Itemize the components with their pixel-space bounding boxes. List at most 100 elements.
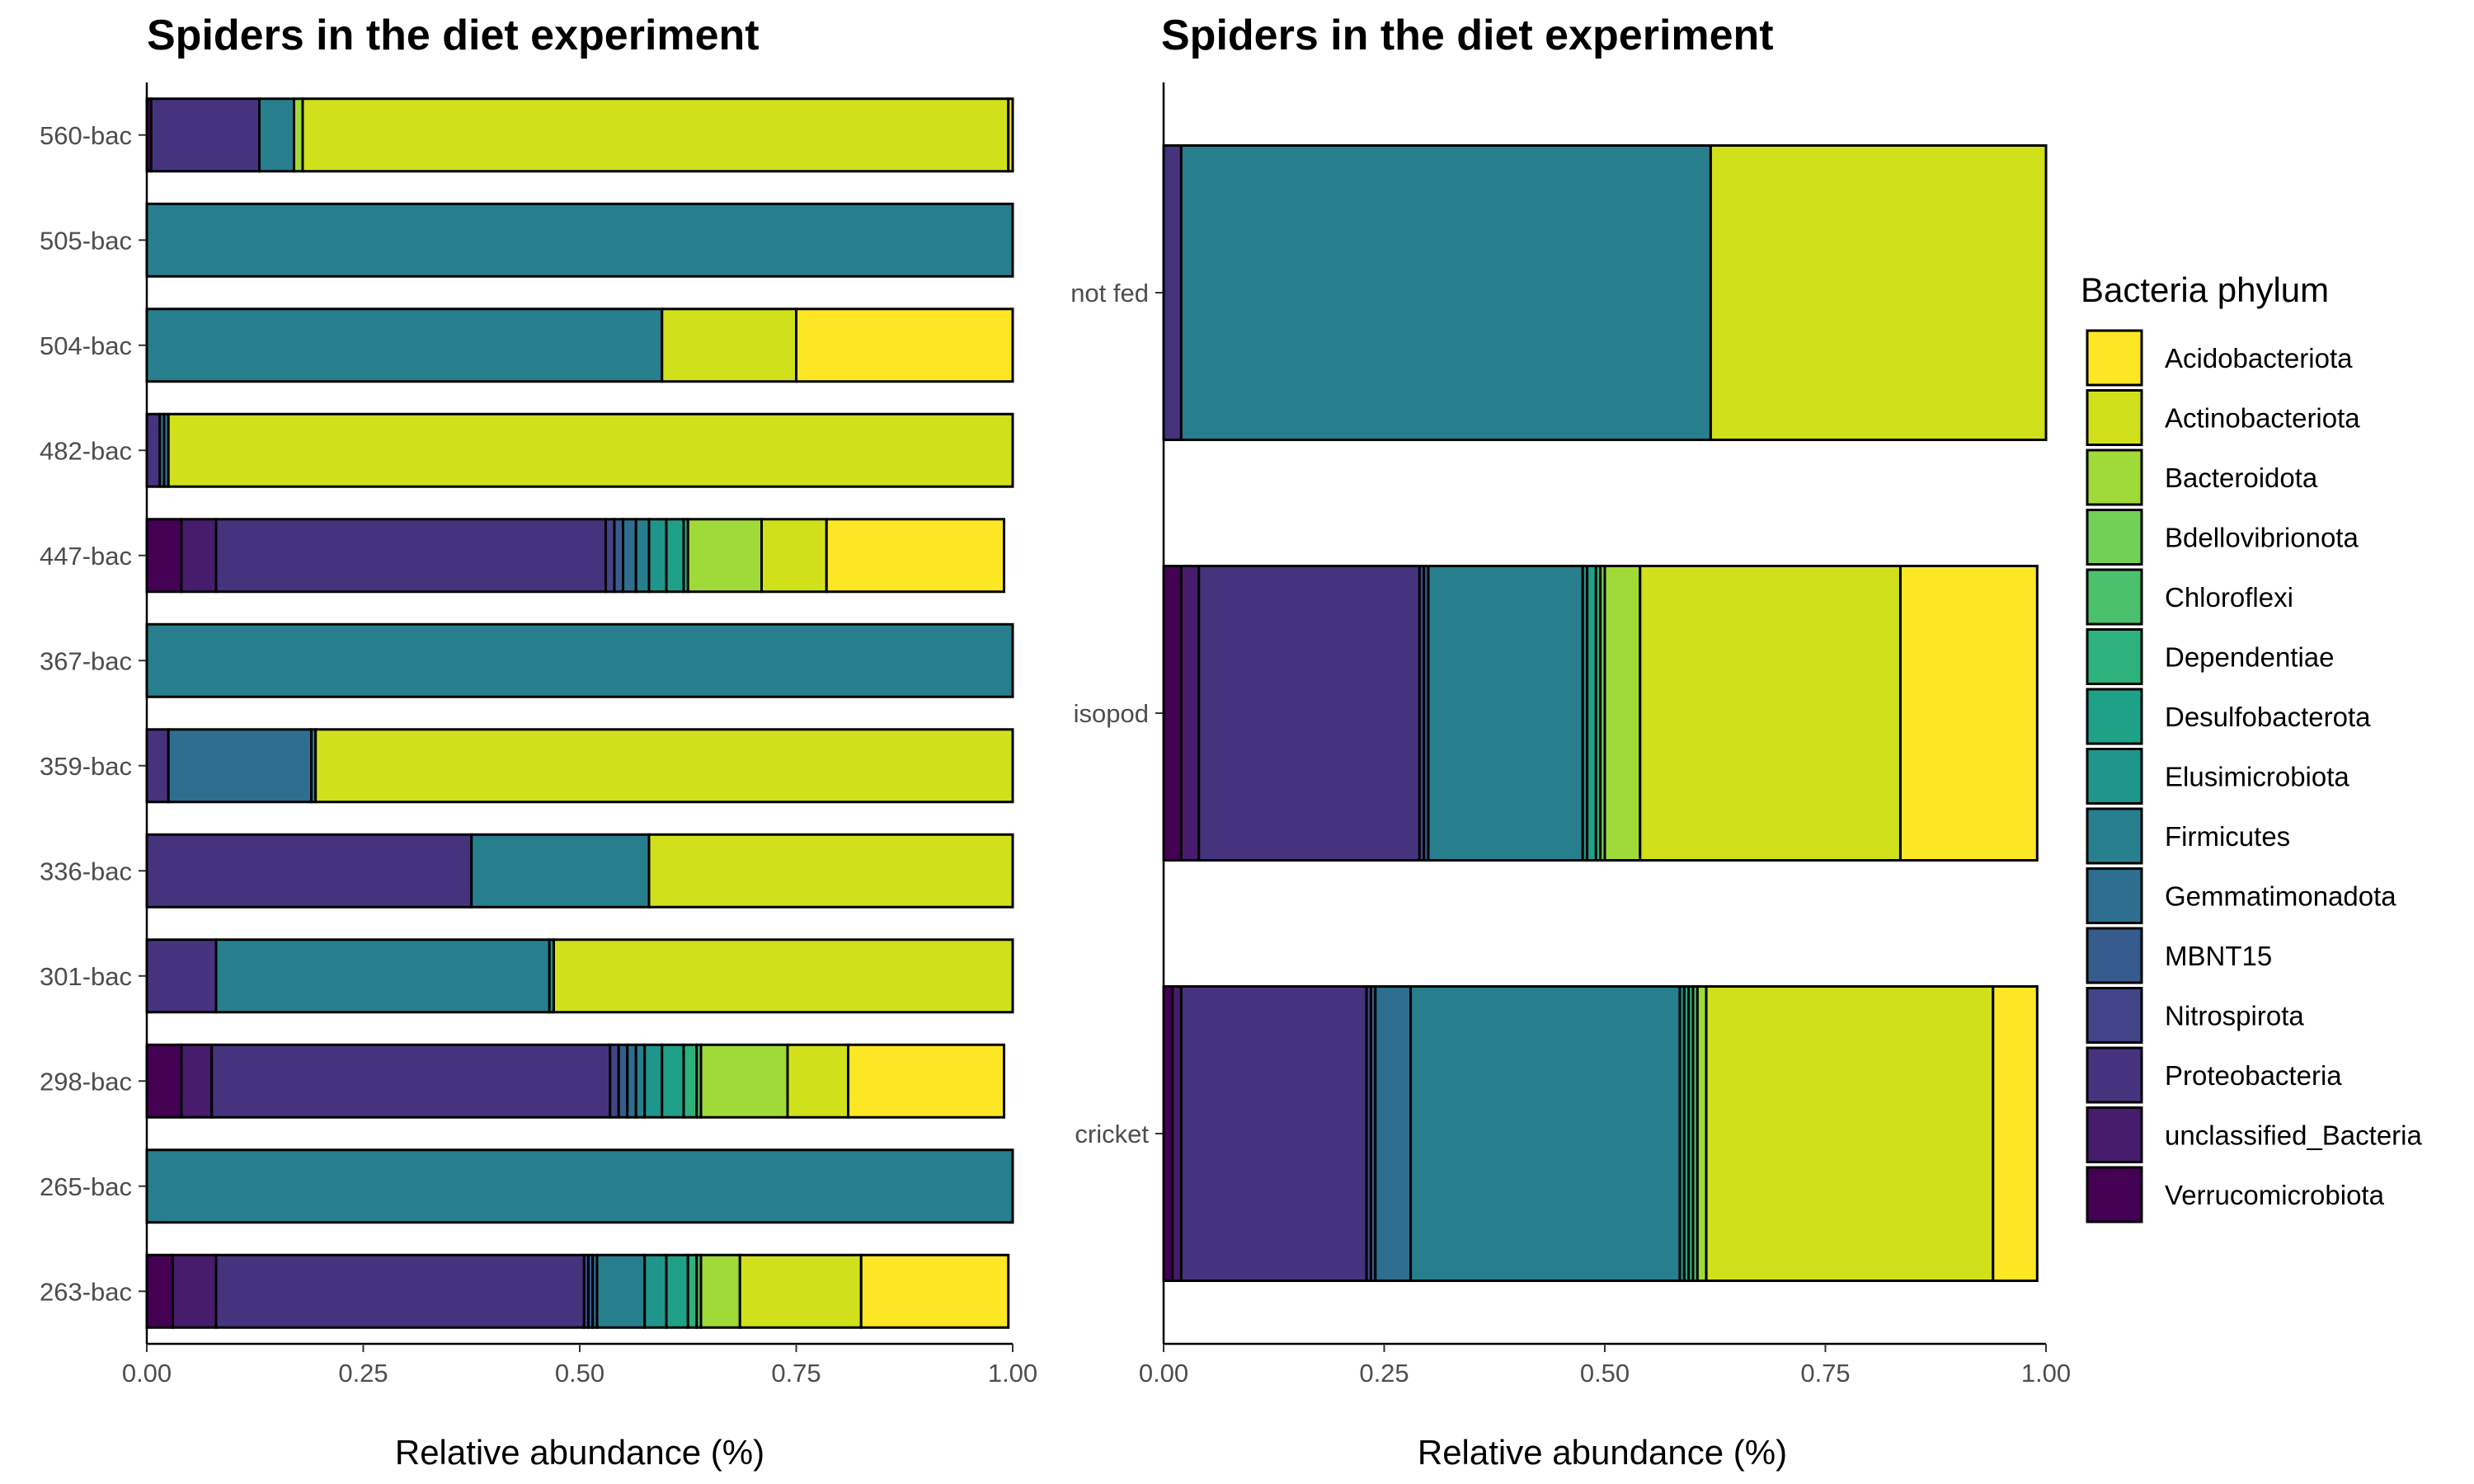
left-x-tick-label: 0.25 xyxy=(338,1359,388,1388)
left-bar-263-bac xyxy=(145,1253,1010,1329)
left-segment-367-bac-firmicutes xyxy=(145,622,1014,698)
left-segment-265-bac-firmicutes xyxy=(145,1148,1014,1224)
left-segment-447-bac-proteobacteria xyxy=(214,518,607,594)
legend-label: Chloroflexi xyxy=(2165,582,2293,613)
left-segment-560-bac-actinobacteriota xyxy=(301,97,1010,173)
left-segment-447-bac-bacteroidota xyxy=(686,518,763,594)
legend-label: Nitrospirota xyxy=(2165,1001,2304,1031)
left-segment-263-bac-firmicutes xyxy=(595,1253,647,1329)
left-y-tick-label: 482-bac xyxy=(40,436,132,465)
legend-item-actinobacteriota: Actinobacteriota xyxy=(2086,389,2360,446)
right-segment-cricket-gemmatimonadota xyxy=(1374,985,1413,1282)
legend-item-unclassified-bacteria: unclassified_Bacteria xyxy=(2086,1106,2422,1163)
left-y-tick-label: 359-bac xyxy=(40,752,132,781)
legend-item-mbnt15: MBNT15 xyxy=(2086,927,2272,984)
legend-item-gemmatimonadota: Gemmatimonadota xyxy=(2086,867,2396,924)
left-segment-505-bac-firmicutes xyxy=(145,202,1014,278)
right-segment-isopod-bacteroidota xyxy=(1603,565,1642,862)
left-segment-263-bac-desulfobacterota xyxy=(665,1253,689,1329)
legend-item-bdellovibrionota: Bdellovibrionota xyxy=(2086,509,2359,566)
right-x-axis-title: Relative abundance (%) xyxy=(1418,1433,1787,1472)
legend-item-chloroflexi: Chloroflexi xyxy=(2086,568,2293,626)
left-y-tick-label: 447-bac xyxy=(40,542,132,571)
left-segment-298-bac-elusimicrobiota xyxy=(643,1043,664,1119)
left-segment-336-bac-proteobacteria xyxy=(145,833,473,909)
right-segment-isopod-proteobacteria xyxy=(1197,565,1421,862)
left-segment-301-bac-actinobacteriota xyxy=(553,938,1014,1014)
left-bar-505-bac xyxy=(145,202,1014,278)
legend-swatch xyxy=(2086,1166,2143,1223)
right-segment-not-fed-actinobacteriota xyxy=(1709,144,2048,441)
legend-item-proteobacteria: Proteobacteria xyxy=(2086,1046,2342,1104)
legend-label: Elusimicrobiota xyxy=(2165,762,2349,792)
right-segment-cricket-bacteroidota xyxy=(1696,985,1708,1282)
left-y-tick-label: 263-bac xyxy=(40,1277,132,1306)
left-segment-263-bac-elusimicrobiota xyxy=(643,1253,668,1329)
legend-swatch xyxy=(2086,748,2143,805)
left-y-tick-label: 301-bac xyxy=(40,962,132,991)
left-y-tick-label: 298-bac xyxy=(40,1067,132,1096)
legend-swatch xyxy=(2086,448,2143,506)
left-segment-447-bac-desulfobacterota xyxy=(665,518,685,594)
left-segment-298-bac-bacteroidota xyxy=(699,1043,789,1119)
left-bar-447-bac xyxy=(145,518,1005,594)
left-segment-298-bac-acidobacteriota xyxy=(847,1043,1005,1119)
left-segment-298-bac-firmicutes xyxy=(634,1043,647,1119)
left-y-tick-label: 505-bac xyxy=(40,226,132,255)
legend-item-acidobacteriota: Acidobacteriota xyxy=(2086,329,2353,387)
legend-swatch xyxy=(2086,1046,2143,1104)
legend-label: unclassified_Bacteria xyxy=(2165,1120,2422,1151)
legend-swatch xyxy=(2086,987,2143,1044)
left-segment-359-bac-gemmatimonadota xyxy=(167,728,313,804)
legend-item-desulfobacterota: Desulfobacterota xyxy=(2086,688,2371,745)
left-bar-560-bac xyxy=(145,97,1014,173)
left-segment-263-bac-actinobacteriota xyxy=(738,1253,863,1329)
right-segment-cricket-firmicutes xyxy=(1409,985,1681,1282)
left-segment-263-bac-dependentiae xyxy=(686,1253,698,1329)
left-segment-263-bac-unclassified-bacteria xyxy=(172,1253,218,1329)
legend-label: Actinobacteriota xyxy=(2165,403,2360,434)
left-segment-298-bac-dependentiae xyxy=(682,1043,698,1119)
legend-swatch xyxy=(2086,807,2143,865)
left-segment-298-bac-gemmatimonadota xyxy=(626,1043,637,1119)
left-x-axis-title: Relative abundance (%) xyxy=(395,1433,764,1472)
left-x-tick-label: 0.00 xyxy=(122,1359,172,1388)
legend-item-nitrospirota: Nitrospirota xyxy=(2086,987,2304,1044)
right-segment-isopod-actinobacteriota xyxy=(1639,565,1902,862)
legend-swatch xyxy=(2086,389,2143,446)
left-segment-560-bac-firmicutes xyxy=(258,97,295,173)
legend: Acidobacteriota Actinobacteriota Bacteroid… xyxy=(2086,329,2422,1223)
legend-swatch xyxy=(2086,1106,2143,1163)
left-segment-336-bac-actinobacteriota xyxy=(647,833,1014,909)
left-segment-504-bac-acidobacteriota xyxy=(795,308,1014,383)
legend-label: Gemmatimonadota xyxy=(2165,881,2396,912)
legend-item-verrucomicrobiota: Verrucomicrobiota xyxy=(2086,1166,2385,1223)
left-y-tick-label: 336-bac xyxy=(40,857,132,885)
right-bar-not-fed xyxy=(1162,144,2048,441)
left-segment-263-bac-acidobacteriota xyxy=(859,1253,1010,1329)
left-bar-301-bac xyxy=(145,938,1014,1014)
left-segment-447-bac-acidobacteriota xyxy=(825,518,1005,594)
left-segment-298-bac-proteobacteria xyxy=(210,1043,612,1119)
left-segment-560-bac-acidobacteriota xyxy=(1007,97,1014,173)
left-segment-504-bac-firmicutes xyxy=(145,308,664,383)
right-segment-isopod-verrucomicrobiota xyxy=(1162,565,1183,862)
left-y-tick-label: 265-bac xyxy=(40,1172,132,1201)
left-segment-298-bac-mbnt15 xyxy=(617,1043,629,1119)
right-segment-cricket-proteobacteria xyxy=(1179,985,1368,1282)
left-segment-263-bac-proteobacteria xyxy=(214,1253,586,1329)
legend-label: Firmicutes xyxy=(2165,821,2290,852)
left-chart-title: Spiders in the diet experiment xyxy=(147,12,760,59)
legend-swatch xyxy=(2086,867,2143,924)
left-segment-447-bac-actinobacteriota xyxy=(760,518,828,594)
left-segment-359-bac-proteobacteria xyxy=(145,728,170,804)
left-bar-298-bac xyxy=(145,1043,1005,1119)
left-segment-263-bac-bacteroidota xyxy=(699,1253,741,1329)
left-bars xyxy=(145,97,1014,1329)
legend-label: Desulfobacterota xyxy=(2165,702,2371,732)
right-x-tick-label: 0.75 xyxy=(1800,1359,1850,1388)
left-segment-301-bac-proteobacteria xyxy=(145,938,218,1014)
left-y-tick-label: 367-bac xyxy=(40,646,132,675)
left-bar-359-bac xyxy=(145,728,1014,804)
legend-item-elusimicrobiota: Elusimicrobiota xyxy=(2086,748,2349,805)
